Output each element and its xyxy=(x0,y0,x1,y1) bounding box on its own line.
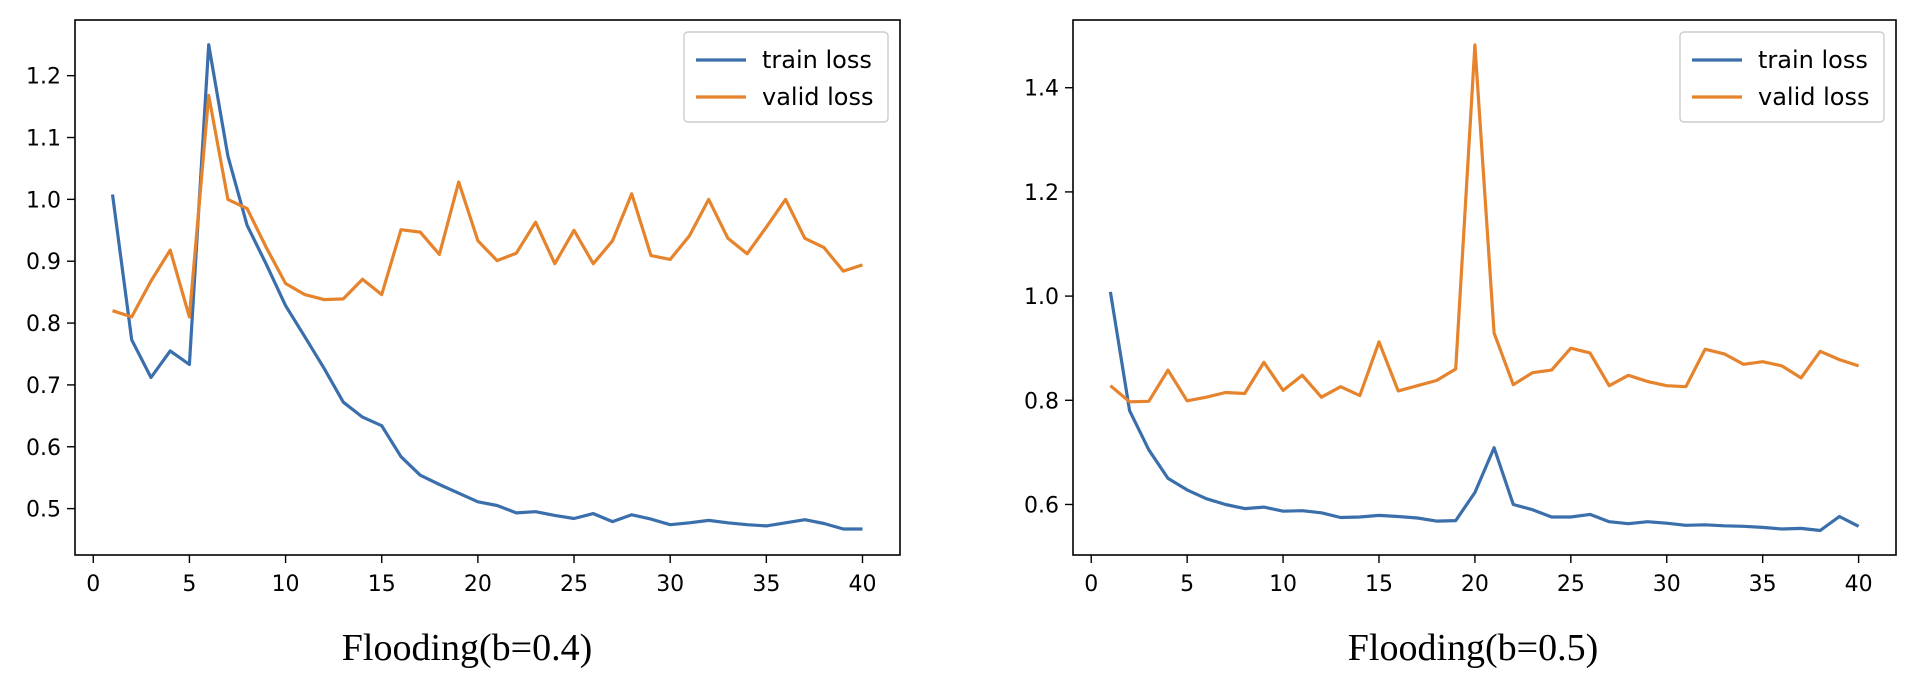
x-tick-label: 10 xyxy=(1269,572,1297,597)
y-tick-label: 1.1 xyxy=(26,127,61,152)
x-tick-label: 25 xyxy=(560,572,588,597)
series-line-valid-loss xyxy=(1109,43,1860,404)
x-tick-label: 30 xyxy=(656,572,684,597)
x-tick-label: 35 xyxy=(752,572,780,597)
legend-label: train loss xyxy=(762,46,872,74)
x-tick-label: 0 xyxy=(1084,572,1098,597)
x-tick-label: 20 xyxy=(464,572,492,597)
legend-label: valid loss xyxy=(1758,83,1869,111)
y-tick-label: 0.8 xyxy=(1024,389,1059,414)
series-line-train-loss xyxy=(110,43,863,531)
legend: train loss valid loss xyxy=(1679,31,1885,123)
x-tick-label: 35 xyxy=(1749,572,1777,597)
y-tick-label: 0.8 xyxy=(26,312,61,337)
x-tick-label: 30 xyxy=(1653,572,1681,597)
plot-frame xyxy=(1072,19,1897,556)
y-tick-label: 1.2 xyxy=(1024,181,1059,206)
x-tick-label: 0 xyxy=(86,572,100,597)
chart-caption: Flooding(b=0.4) xyxy=(342,627,593,669)
x-tick-label: 10 xyxy=(272,572,300,597)
x-tick-label: 40 xyxy=(1845,572,1873,597)
legend-label: valid loss xyxy=(762,83,873,111)
x-tick-label: 5 xyxy=(1180,572,1194,597)
y-tick-label: 1.4 xyxy=(1024,77,1059,102)
x-tick-label: 40 xyxy=(849,572,877,597)
chart-panel-1: 0 5 10 15 20 25 30 35 40 0.5 0.6 0.7 0.8 0.9 1.0 1.1 1.2… xyxy=(26,19,901,669)
y-tick-label: 0.7 xyxy=(26,374,61,399)
legend: train loss valid loss xyxy=(683,31,889,123)
legend-label: train loss xyxy=(1758,46,1868,74)
legend-box xyxy=(1679,31,1885,123)
y-tick-label: 1.2 xyxy=(26,65,61,90)
y-tick-label: 1.0 xyxy=(26,188,61,213)
y-tick-label: 1.0 xyxy=(1024,285,1059,310)
x-tick-label: 15 xyxy=(368,572,396,597)
y-tick-label: 0.9 xyxy=(26,250,61,275)
x-tick-label: 25 xyxy=(1557,572,1585,597)
x-tick-label: 15 xyxy=(1365,572,1393,597)
series-line-train-loss xyxy=(1108,291,1860,533)
x-tick-label: 20 xyxy=(1461,572,1489,597)
chart-panel-2: 0 5 10 15 20 25 30 35 40 0.6 0.8 1.0 1.2 1.4 train los… xyxy=(1024,19,1897,669)
series-line-valid-loss xyxy=(112,93,863,319)
chart-caption: Flooding(b=0.5) xyxy=(1348,627,1599,669)
y-tick-label: 0.6 xyxy=(26,436,61,461)
y-tick-label: 0.6 xyxy=(1024,493,1059,518)
legend-box xyxy=(683,31,889,123)
y-tick-label: 0.5 xyxy=(26,498,61,523)
plot-frame xyxy=(74,19,901,556)
x-tick-label: 5 xyxy=(182,572,196,597)
